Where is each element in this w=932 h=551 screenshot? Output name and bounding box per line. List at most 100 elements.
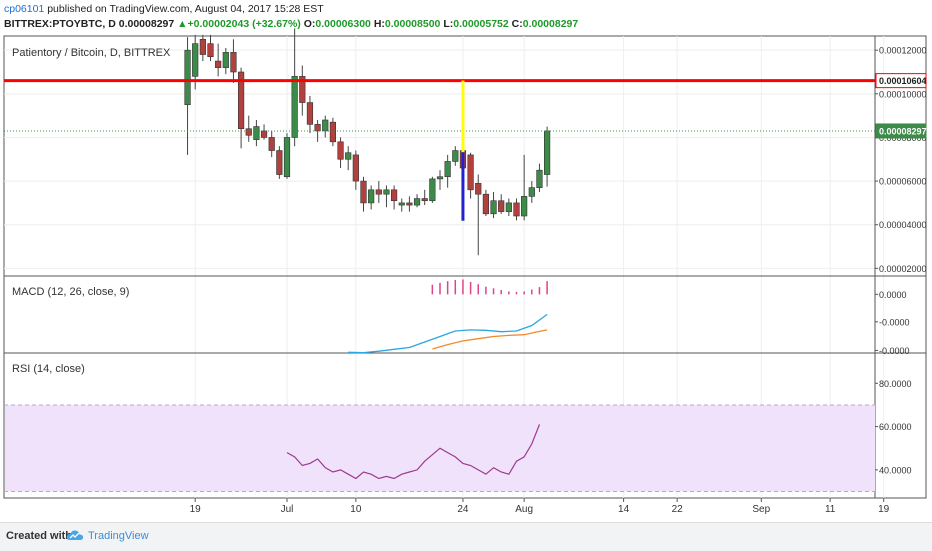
macd-histogram [431,279,548,295]
price-tick-label: 0.00002000 [879,264,927,274]
time-tick-label: 19 [190,504,202,515]
tradingview-link[interactable]: TradingView [88,530,149,542]
resistance-price-tag-bg [875,73,927,89]
price-tick-label: -0.0000 [879,346,910,356]
open-value: 0.00006300 [315,18,371,30]
candle-up [429,178,436,202]
time-tick-label: 22 [672,504,684,515]
macd-line [348,313,548,354]
candle-up [444,161,451,178]
candle-down [306,102,314,125]
candle-up [528,187,535,197]
candle-up [490,200,497,215]
candle-down [230,52,237,73]
signal-line [432,329,548,350]
candle-down [245,128,252,136]
price-tags: 0.00010604 0.00008297 [875,73,927,139]
high-label: H: [373,18,385,30]
candle-down [406,202,413,206]
price-tick-label: -0.0000 [879,317,910,327]
price-tick-label: 0.00004000 [879,220,927,230]
candle-down [276,150,283,175]
time-tick-label: 24 [457,504,469,515]
candle-up [398,202,405,206]
candle-up [505,202,512,212]
time-tick-label: Sep [752,504,770,515]
candle-down [498,200,505,212]
candle-down [513,202,520,217]
candle-down [475,182,482,195]
change-value: +0.00002043 (+32.67%) [187,18,301,30]
candle-up [184,49,191,106]
published-text: published on TradingView.com, August 04,… [47,3,324,15]
price-tick-label: 0.00012000 [879,46,927,56]
candle-down [421,198,428,202]
last-price-tag-bg [875,123,927,139]
change-up-icon: ▲ [177,18,188,30]
rsi-line [286,424,541,480]
candle-down [199,38,206,55]
candle-down [260,130,268,138]
candle-up [322,119,329,132]
candle-down [207,43,214,58]
candle-up [543,130,551,175]
time-axis-labels: 19 Jul 10 24 Aug 14 22 Sep 11 19 [190,498,890,515]
close-label: C: [511,18,523,30]
author-link[interactable]: cp06101 [4,3,45,15]
candle-up [253,126,260,140]
low-value: 0.00005752 [453,18,509,30]
time-tick-label: Jul [281,504,294,515]
last-price: 0.00008297 [118,18,175,30]
candle-down [215,60,222,68]
chart-canvas[interactable]: 0.000120000.000100000.000080000.00006000… [0,0,932,522]
candle-up [452,150,459,162]
price-tick-label: 80.0000 [879,379,912,389]
time-tick-label: 14 [618,504,630,515]
ohlc-line: BITTREX:PTOYBTC, D 0.00008297 ▲+0.000020… [4,18,578,30]
time-tick-label: 19 [878,504,890,515]
symbol-label: BITTREX:PTOYBTC, D [4,18,116,30]
created-with-label: Created with [6,530,73,542]
price-tick-label: 0.00006000 [879,177,927,187]
candle-down [299,76,306,103]
candle-up [521,196,528,217]
candle-up [368,189,375,204]
candle-down [329,121,337,143]
time-tick-label: Aug [515,504,533,515]
open-label: O: [303,18,316,30]
candle-down [375,189,382,195]
last-price-tag: 0.00008297 [879,126,927,136]
price-tick-label: 60.0000 [879,422,912,432]
price-tick-label: 0.00010000 [879,89,927,99]
candle-up [283,137,291,178]
candle-down [238,71,245,130]
main-pane-title: Patientory / Bitcoin, D, BITTREX [12,47,171,59]
candle-up [222,52,229,68]
resistance-price-tag: 0.00010604 [879,76,927,86]
candle-down [268,137,275,151]
price-tick-label: 0.0000 [879,290,907,300]
candle-up [345,152,352,160]
high-value: 0.00008500 [384,18,441,30]
candle-down [314,124,321,132]
candle-up [192,43,199,77]
rsi-pane-title: RSI (14, close) [12,363,85,375]
candle-up [383,189,390,195]
price-tick-label: 40.0000 [879,465,912,475]
candle-down [360,180,367,204]
close-value: 0.00008297 [522,18,579,30]
candle-up [291,76,298,138]
candle-up [436,176,444,180]
candle-up [536,169,543,188]
candle-down [352,154,359,182]
macd-pane-title: MACD (12, 26, close, 9) [12,286,129,298]
candle-down [467,154,474,191]
time-tick-label: 10 [350,504,362,515]
time-tick-label: 11 [825,504,836,515]
candle-up [413,198,421,206]
tradingview-cloud-icon[interactable] [66,528,84,542]
low-label: L: [443,18,454,30]
publish-info: cp06101 published on TradingView.com, Au… [4,3,324,15]
candle-down [482,193,490,215]
footer: Created with TradingView [0,522,932,551]
